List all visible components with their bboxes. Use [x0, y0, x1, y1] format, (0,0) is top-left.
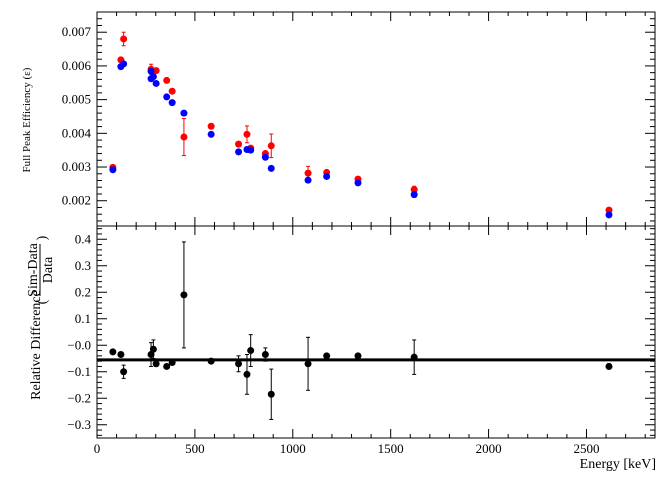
- data-point: [207, 130, 215, 138]
- energy-x-tick-label: 0: [94, 441, 101, 456]
- relative-difference-y-tick-label: −0.2: [67, 390, 91, 405]
- data-point: [410, 353, 418, 361]
- relative-difference-panel: 0 500 1000 1500 2000 2500 −0.3 −0.2 −0.1 −0.0 0.1 0…: [67, 225, 656, 456]
- fraction-denominator: Data: [41, 256, 56, 283]
- relative-difference-y-tick-label: 0.3: [75, 258, 91, 273]
- data-point: [120, 368, 128, 376]
- data-point: [410, 186, 418, 194]
- energy-x-tick-label: 2500: [573, 441, 599, 456]
- data-point: [243, 370, 251, 378]
- relative-difference-frame: [96, 225, 656, 439]
- data-point: [354, 352, 362, 360]
- efficiency-frame: [96, 11, 656, 227]
- relative-difference-y-axis-title: Relative Difference: [29, 290, 44, 400]
- energy-x-axis-title: Energy [keV]: [580, 457, 656, 472]
- data-point: [149, 73, 157, 81]
- fraction-right-paren: ): [35, 235, 50, 240]
- data-point: [109, 348, 117, 356]
- energy-x-tick-label: 2000: [476, 441, 502, 456]
- efficiency-y-tick-label: 0.006: [62, 58, 92, 73]
- energy-x-tick-label: 1500: [378, 441, 404, 456]
- data-point: [605, 211, 613, 219]
- data-point: [267, 390, 275, 398]
- relative-difference-y-tick-label: 0.4: [75, 231, 92, 246]
- relative-difference-y-tick-label: −0.3: [67, 417, 91, 432]
- data-point: [207, 357, 215, 365]
- data-point: [168, 87, 176, 95]
- data-point: [117, 351, 125, 359]
- data-point: [304, 176, 312, 184]
- data-point: [180, 291, 188, 299]
- data-point: [147, 351, 155, 359]
- data-point: [152, 360, 160, 368]
- relative-difference-y-tick-label: 0.2: [75, 284, 91, 299]
- fraction-left-paren: (: [35, 299, 50, 304]
- efficiency-y-axis-title: Full Peak Efficiency (ε): [21, 67, 33, 172]
- data-point: [168, 99, 176, 107]
- data-point: [323, 172, 331, 180]
- data-point: [152, 67, 160, 75]
- efficiency-y-tick-label: 0.004: [62, 125, 92, 140]
- data-point: [149, 345, 157, 353]
- data-point: [180, 109, 188, 117]
- data-point: [261, 351, 269, 359]
- data-point: [163, 362, 171, 370]
- data-point: [163, 93, 171, 101]
- data-point: [163, 76, 171, 84]
- data-point: [109, 166, 117, 174]
- efficiency-y-tick-label: 0.005: [62, 92, 91, 107]
- relative-difference-y-tick-label: 0.1: [75, 311, 91, 326]
- data-point: [120, 60, 128, 68]
- data-point: [354, 179, 362, 187]
- data-point: [261, 153, 269, 161]
- data-point: [168, 358, 176, 366]
- data-point: [247, 146, 255, 154]
- data-point: [247, 347, 255, 355]
- data-point: [207, 122, 215, 130]
- efficiency-panel: 0.002 0.003 0.004 0.005 0.006 0.007: [62, 11, 656, 227]
- axis-titles: Full Peak Efficiency (ε) Relative Differ…: [21, 67, 656, 472]
- efficiency-y-tick-label: 0.002: [62, 193, 91, 208]
- data-point: [605, 362, 613, 370]
- relative-difference-y-tick-label: −0.1: [67, 364, 91, 379]
- energy-x-tick-label: 500: [185, 441, 205, 456]
- efficiency-y-tick-label: 0.007: [62, 24, 92, 39]
- efficiency-y-tick-label: 0.003: [62, 159, 91, 174]
- data-point: [304, 360, 312, 368]
- data-point: [235, 140, 243, 148]
- data-point: [323, 352, 331, 360]
- data-point: [120, 35, 128, 43]
- data-point: [410, 191, 418, 199]
- data-point: [235, 148, 243, 156]
- data-point: [152, 79, 160, 87]
- data-point: [267, 142, 275, 150]
- data-point: [267, 164, 275, 172]
- y-axis-fraction: Sim-Data Data ( ): [26, 235, 56, 304]
- data-point: [235, 360, 243, 368]
- data-point: [180, 133, 188, 141]
- relative-difference-y-tick-label: −0.0: [67, 337, 91, 352]
- data-point: [304, 169, 312, 177]
- fraction-numerator: Sim-Data: [26, 242, 41, 296]
- data-point: [243, 130, 251, 138]
- energy-x-tick-label: 1000: [280, 441, 306, 456]
- data-point: [147, 67, 155, 75]
